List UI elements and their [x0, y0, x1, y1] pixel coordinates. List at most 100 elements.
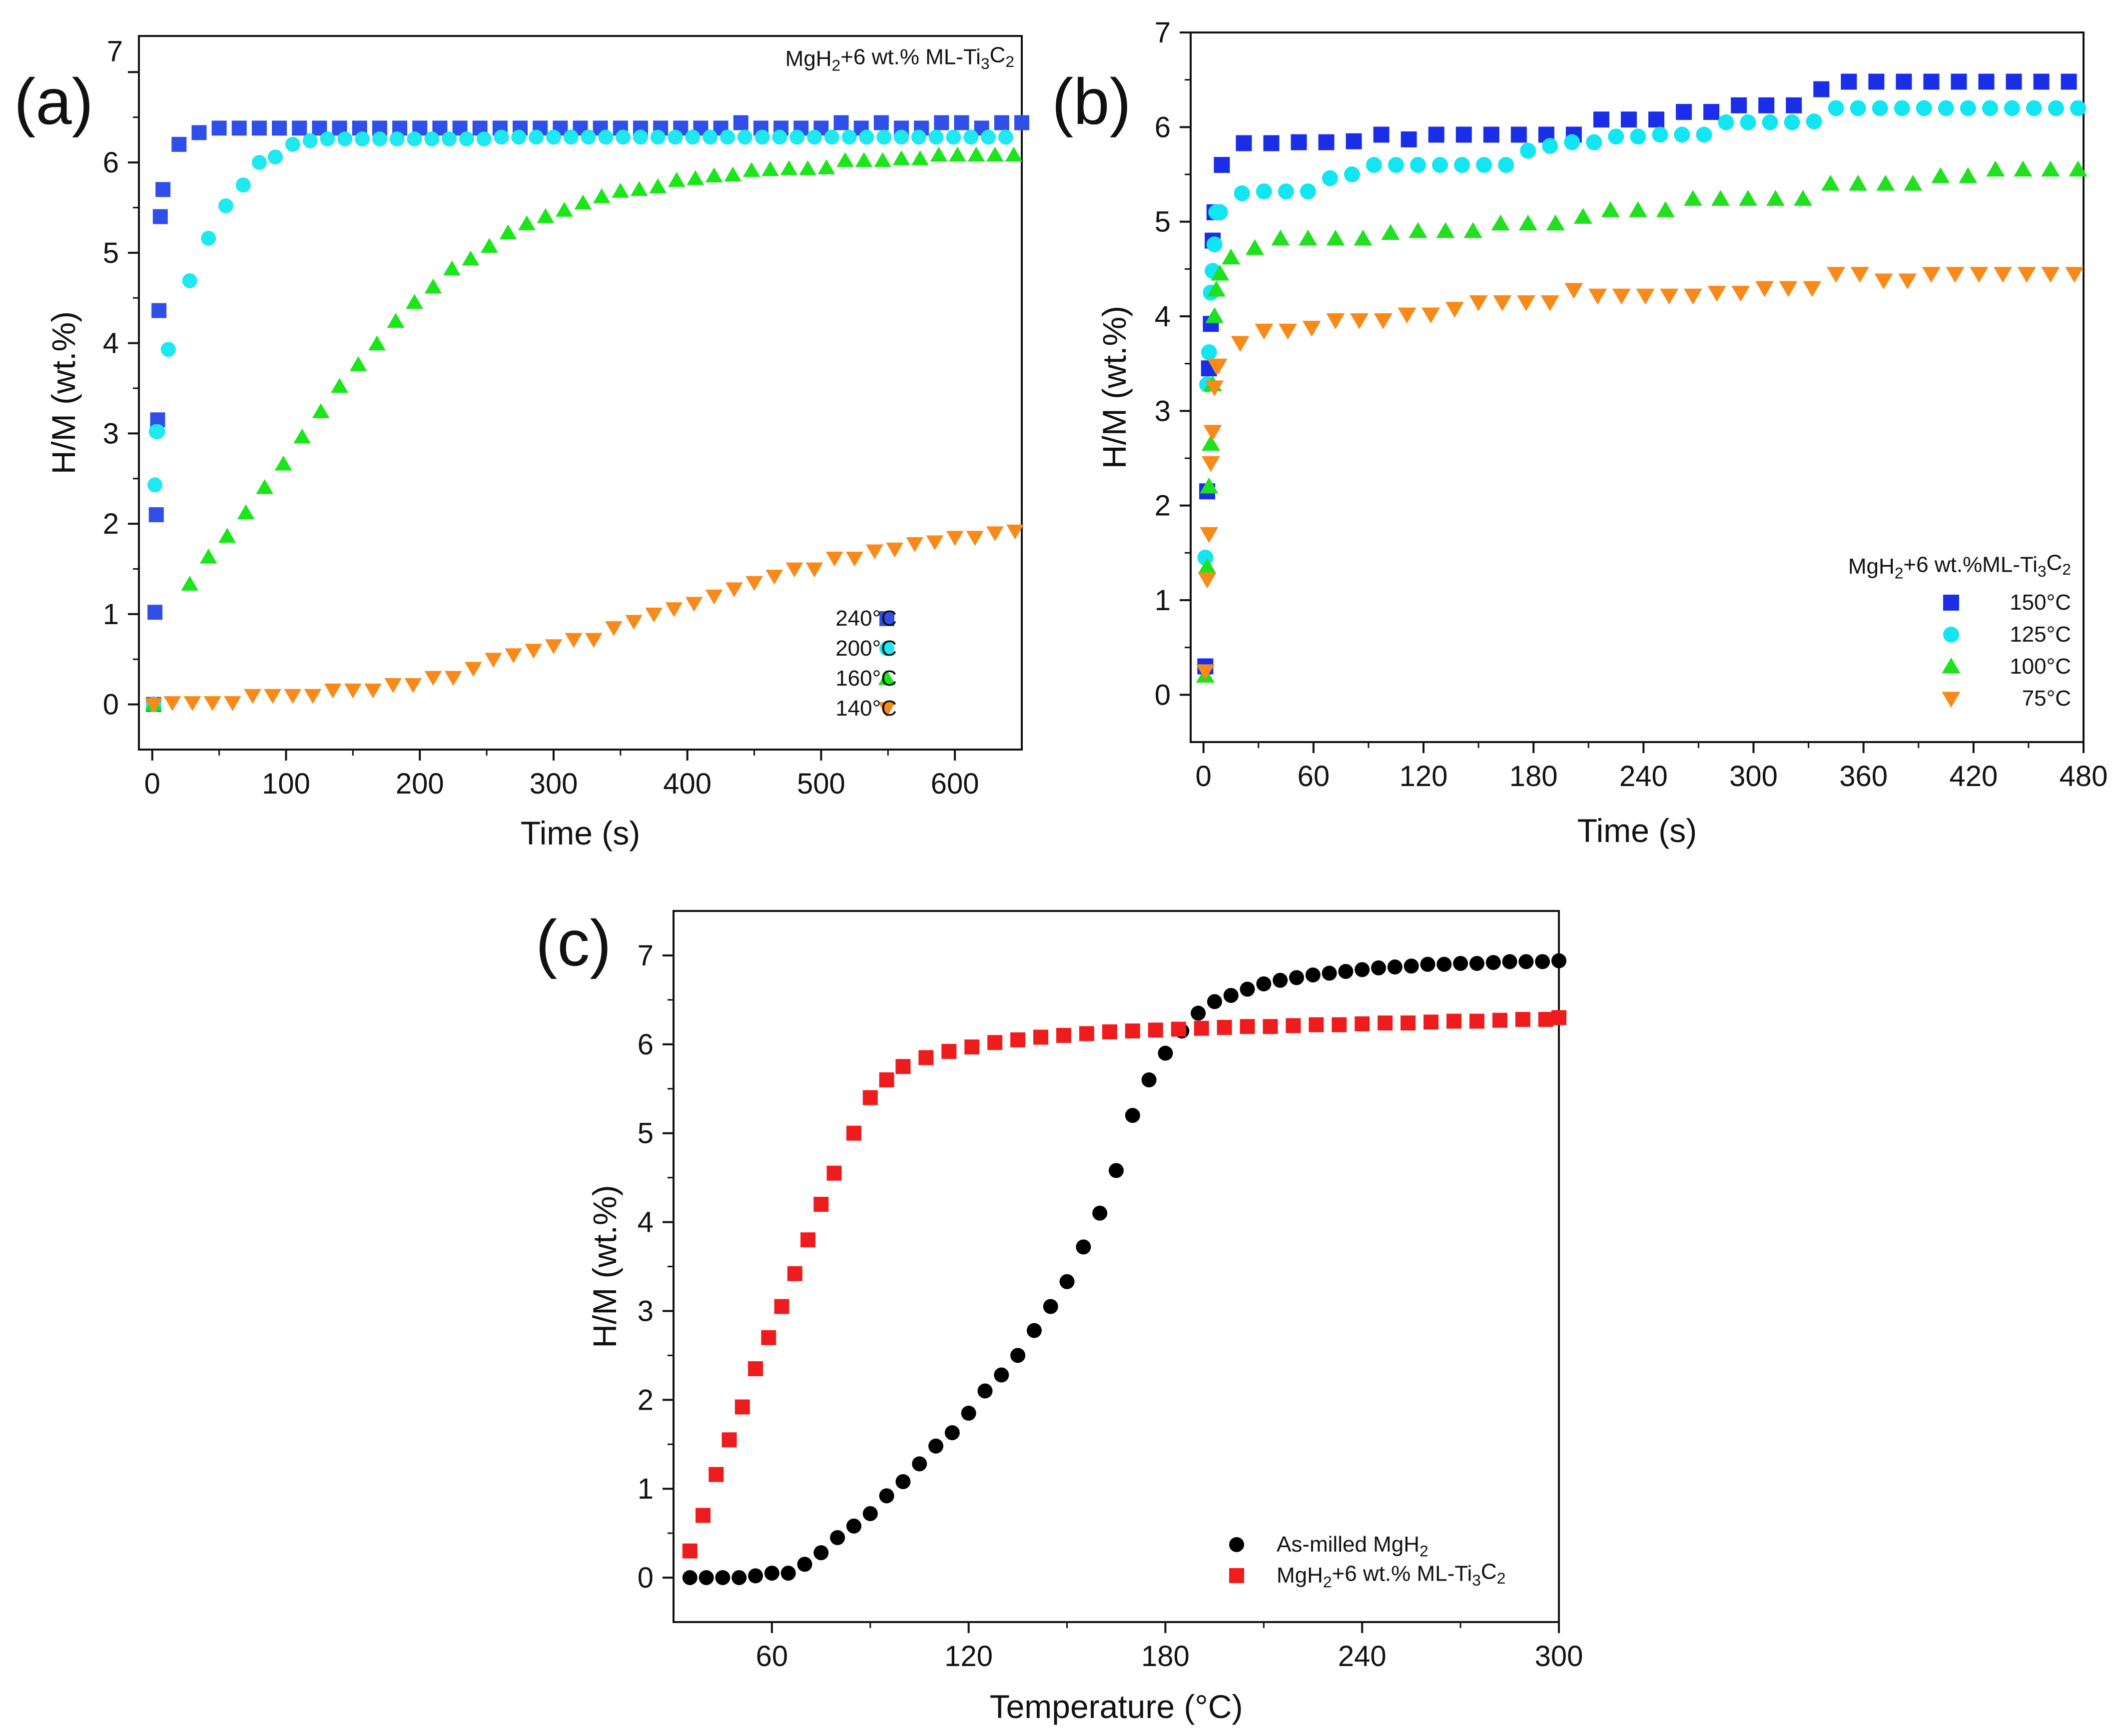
- a-data-point: [685, 597, 703, 612]
- b-data-point: [1256, 183, 1272, 200]
- c-data-point: [1401, 1015, 1416, 1031]
- a-data-point: [224, 696, 241, 712]
- a-y-tick-label: 5: [103, 237, 119, 269]
- c-data-point: [1263, 1019, 1278, 1034]
- b-data-point: [1593, 111, 1609, 128]
- a-x-tick-label: 100: [262, 768, 310, 800]
- c-data-point: [941, 1044, 957, 1059]
- a-data-point: [555, 201, 573, 217]
- b-data-point: [1455, 126, 1472, 143]
- c-data-point: [764, 1566, 779, 1581]
- b-data-point: [2061, 73, 2077, 90]
- b-data-point: [1803, 281, 1822, 297]
- a-data-point: [203, 696, 221, 712]
- b-data-point: [1828, 100, 1844, 116]
- b-data-point: [1207, 280, 1226, 297]
- a-data-point: [605, 621, 623, 637]
- a-data-point: [742, 162, 760, 177]
- b-data-point: [1758, 97, 1775, 113]
- c-legend-label: As-milled MgH2: [1277, 1532, 1428, 1560]
- c-data-point: [830, 1530, 845, 1546]
- a-data-point: [949, 146, 966, 162]
- c-data-point: [1446, 1013, 1461, 1029]
- b-data-point: [2041, 160, 2060, 177]
- a-data-point: [285, 136, 300, 152]
- a-data-point: [911, 129, 926, 145]
- b-data-point: [1516, 295, 1536, 311]
- c-data-point: [1223, 987, 1239, 1003]
- b-legend-label: 125°C: [2010, 622, 2071, 647]
- a-legend-label: 140°C: [835, 696, 897, 721]
- c-data-point: [1338, 963, 1354, 979]
- a-data-point: [799, 160, 817, 175]
- a-data-point: [199, 548, 217, 564]
- c-data-point: [1515, 1012, 1530, 1027]
- a-data-point: [355, 131, 370, 147]
- a-data-point: [994, 115, 1009, 130]
- c-data-point: [895, 1059, 911, 1074]
- b-data-point: [1374, 313, 1393, 329]
- a-data-point: [720, 129, 735, 145]
- a-legend-marker: [878, 670, 896, 685]
- b-data-point: [1322, 170, 1338, 186]
- a-data-point: [581, 129, 596, 145]
- c-data-point: [1256, 976, 1272, 991]
- a-data-point: [160, 342, 176, 357]
- b-y-axis-label: H/M (wt.%): [1096, 306, 1133, 469]
- b-data-point: [1200, 477, 1219, 494]
- c-data-point: [1469, 1013, 1484, 1029]
- c-data-point: [780, 1566, 796, 1581]
- a-data-point: [926, 535, 944, 551]
- b-data-point: [1206, 236, 1223, 253]
- c-data-point: [912, 1456, 927, 1472]
- c-data-point: [1355, 962, 1370, 977]
- b-data-point: [1960, 100, 1976, 116]
- a-data-point: [529, 129, 544, 145]
- a-data-point: [649, 178, 667, 193]
- a-series-3: [145, 524, 1024, 713]
- a-data-point: [745, 576, 763, 591]
- a-y-tick-label: 0: [103, 689, 119, 721]
- c-data-point: [1141, 1072, 1157, 1087]
- b-data-point: [1209, 358, 1228, 375]
- c-y-tick-label: 6: [638, 1028, 654, 1061]
- b-data-point: [1766, 189, 1785, 206]
- b-data-point: [1786, 97, 1802, 113]
- a-data-point: [337, 131, 353, 147]
- c-data-point: [994, 1367, 1009, 1383]
- a-data-point: [201, 230, 216, 246]
- a-data-point: [1005, 146, 1023, 162]
- a-data-point: [754, 129, 770, 145]
- b-y-tick-label: 0: [1155, 679, 1171, 711]
- b-data-point: [1278, 183, 1294, 200]
- c-data-point: [1148, 1022, 1163, 1038]
- b-legend-label: 150°C: [2010, 590, 2071, 615]
- b-data-point: [1476, 157, 1492, 173]
- b-y-tick-label: 3: [1155, 395, 1171, 427]
- b-data-point: [1894, 100, 1910, 116]
- c-data-point: [1305, 967, 1321, 983]
- a-data-point: [304, 689, 322, 704]
- b-data-point: [1300, 183, 1316, 200]
- a-data-point: [563, 129, 579, 145]
- b-data-point: [1381, 224, 1400, 240]
- a-data-point: [191, 125, 207, 140]
- a-data-point: [780, 160, 798, 175]
- a-x-tick-label: 400: [663, 768, 711, 800]
- b-data-point: [1978, 73, 1995, 90]
- a-data-point: [442, 131, 457, 147]
- a-data-point: [966, 531, 984, 546]
- b-data-point: [1573, 207, 1592, 224]
- a-data-point: [665, 602, 683, 618]
- c-data-point: [846, 1125, 861, 1141]
- a-data-point: [163, 696, 181, 712]
- a-data-point: [855, 152, 873, 167]
- a-data-point: [892, 150, 910, 165]
- b-data-point: [2006, 73, 2022, 90]
- a-data-point: [986, 146, 1004, 162]
- b-y-tick-label: 6: [1155, 111, 1171, 143]
- panel-a-chart: 0 100 200 300 400 500 600 0 1 2 3 4 5 6 7 Time (s) H/M (…: [14, 35, 1029, 852]
- a-data-point: [372, 131, 387, 147]
- a-data-point: [256, 479, 274, 494]
- b-data-point: [1993, 267, 2013, 283]
